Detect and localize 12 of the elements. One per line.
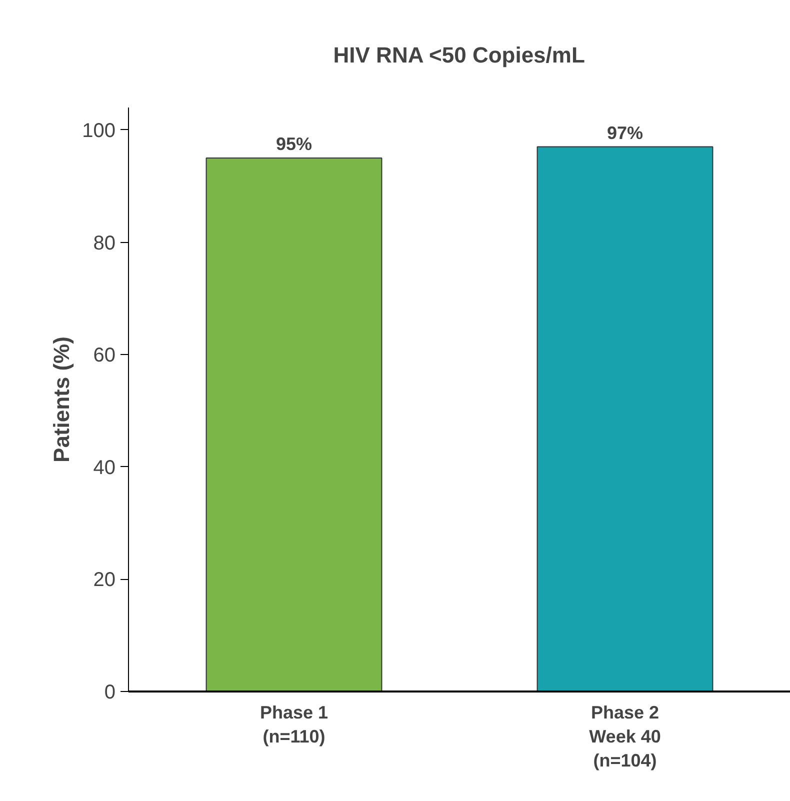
chart-title: HIV RNA <50 Copies/mL [333, 42, 585, 68]
data-label: 97% [606, 122, 644, 143]
y-tick-label: 60 [93, 344, 116, 367]
y-tick-label: 80 [93, 232, 116, 254]
y-tick-label: 100 [82, 120, 116, 142]
x-tick-label: Phase 1 (n=110) [260, 702, 328, 746]
y-tick-label: 40 [93, 456, 116, 479]
y-tick-label: 0 [104, 682, 116, 704]
y-tick-label: 20 [93, 569, 116, 592]
data-label: 95% [276, 134, 312, 154]
y-axis-title: Patients (%) [49, 336, 74, 462]
x-tick-label: Phase 2 Week 40 (n=104) [589, 702, 661, 770]
